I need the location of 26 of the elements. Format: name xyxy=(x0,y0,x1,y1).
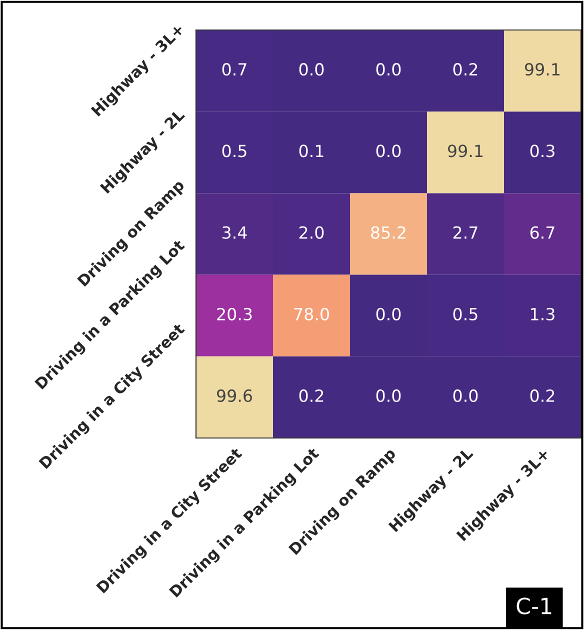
data-label: 85.2 xyxy=(371,226,406,239)
data-label: 0.5 xyxy=(222,144,246,158)
data-label: 1.3 xyxy=(531,308,554,320)
data-label: 99.1 xyxy=(448,144,483,158)
data-label: 0.2 xyxy=(299,389,324,402)
data-label: 0.0 xyxy=(376,389,401,402)
data-label: 20.3 xyxy=(217,308,252,320)
data-label: 0.0 xyxy=(376,63,401,76)
data-label: 0.2 xyxy=(453,63,478,76)
data-label: 0.3 xyxy=(530,144,554,158)
data-label: 99.6 xyxy=(216,389,252,402)
text: C-1 xyxy=(516,598,552,614)
data-label: 99.1 xyxy=(524,63,560,76)
data-label: 3.4 xyxy=(222,226,247,239)
data-label: 6.7 xyxy=(530,226,554,239)
data-label: 0.0 xyxy=(299,63,324,76)
data-label: 0.2 xyxy=(530,389,554,402)
data-label: 2.0 xyxy=(299,226,324,239)
data-label: 2.7 xyxy=(453,226,478,239)
data-label: 0.0 xyxy=(376,308,401,320)
data-label: 0.0 xyxy=(376,144,401,158)
data-label: 0.1 xyxy=(299,144,324,158)
data-label: 78.0 xyxy=(294,308,329,320)
data-label: 0.5 xyxy=(453,308,478,320)
data-label: 0.0 xyxy=(453,389,478,402)
data-label: 0.7 xyxy=(222,63,246,76)
